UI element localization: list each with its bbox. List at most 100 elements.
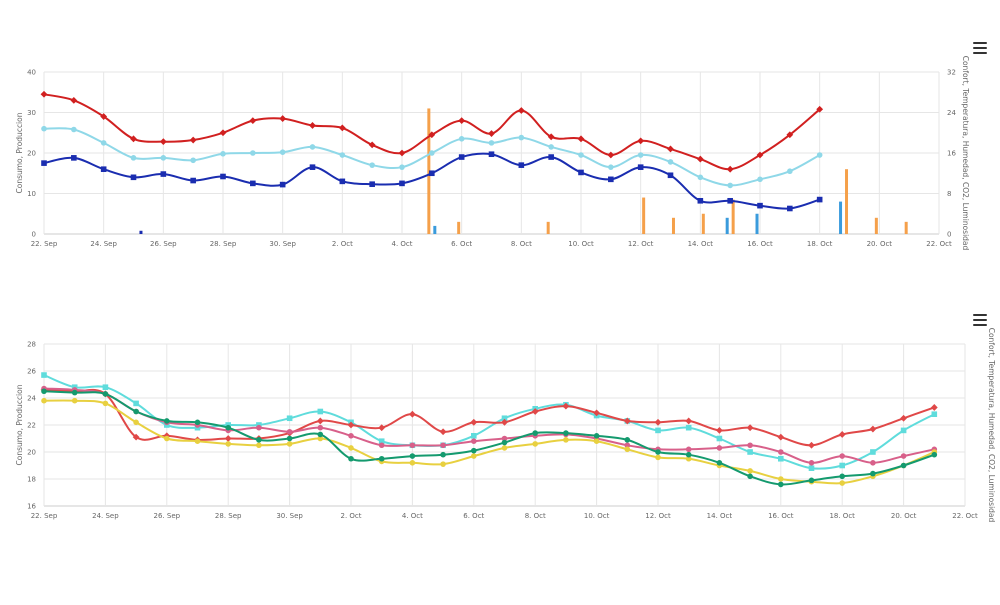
circle-marker [133,408,139,415]
diamond-marker [726,165,734,173]
x-tick-label: 12. Oct [628,240,654,248]
circle-marker [71,397,78,404]
bar [427,108,431,234]
circle-marker [194,438,201,444]
y-axis-title: Consumo, Produccion [15,384,24,465]
square-marker [309,164,316,170]
circle-marker [256,424,262,431]
circle-marker [655,454,661,461]
square-marker [727,197,733,204]
diamond-marker [756,151,764,159]
bar [725,217,729,234]
circle-marker [747,442,753,449]
circle-marker [548,144,554,150]
x-tick-label: 18. Oct [829,512,855,520]
y-tick-label: 24 [27,395,36,403]
x-tick-label: 8. Oct [511,240,532,248]
y-right-tick-label: 24 [947,109,956,117]
y-tick-label: 18 [27,476,36,484]
x-tick-label: 22. Sep [31,240,58,248]
circle-marker [279,149,286,155]
circle-marker [348,455,354,462]
circle-marker [286,428,293,435]
y-tick-label: 10 [27,190,36,198]
diamond-marker [517,107,525,114]
x-tick-label: 16. Oct [768,512,794,520]
diamond-marker [777,433,785,441]
circle-marker [220,151,226,157]
circle-marker [727,182,733,189]
square-marker [488,151,495,158]
square-marker [160,171,167,177]
diamond-marker [577,135,585,143]
diamond-marker [458,117,466,124]
diamond-marker [347,421,355,429]
hamburger-menu-icon[interactable] [973,42,987,54]
square-marker [369,181,375,187]
square-marker [548,154,554,160]
diamond-marker [488,130,495,137]
x-tick-label: 26. Sep [150,240,177,248]
square-marker [870,449,876,455]
circle-marker [624,442,631,449]
diamond-marker [100,113,108,120]
circle-marker [41,125,47,132]
bar [701,213,705,234]
x-tick-label: 10. Oct [584,512,610,520]
circle-marker [532,441,538,447]
square-marker [697,197,704,204]
diamond-marker [338,124,346,132]
y-tick-label: 16 [27,503,36,511]
circle-marker [501,435,508,442]
circle-marker [133,419,139,426]
circle-marker [440,461,446,467]
diamond-marker [667,145,674,153]
y-tick-label: 30 [27,109,36,117]
diamond-marker [593,409,600,417]
square-marker [518,162,525,168]
diamond-marker [654,418,662,426]
x-tick-label: 4. Oct [391,240,412,248]
circle-marker [778,481,784,488]
circle-marker [900,453,907,459]
square-marker [339,178,346,185]
square-marker [100,166,107,172]
square-marker [429,170,435,177]
series-line [43,399,935,485]
diamond-marker [808,441,815,449]
bar [755,213,759,234]
y-right-tick-label: 32 [947,69,956,77]
y-tick-label: 0 [32,231,36,239]
diamond-marker [746,424,754,432]
square-marker [787,205,793,212]
circle-marker [900,462,907,469]
circle-marker [808,460,815,466]
bar [731,199,735,234]
diamond-marker [470,418,478,426]
circle-marker [286,435,293,442]
square-marker [130,174,137,181]
circle-marker [716,460,723,466]
y-tick-label: 20 [27,150,36,158]
circle-marker [409,453,416,459]
circle-marker [409,442,416,449]
circle-marker [870,470,876,477]
circle-marker [532,430,538,436]
square-marker [655,427,661,434]
x-tick-label: 16. Oct [747,240,773,248]
diamond-marker [249,117,257,124]
x-tick-label: 26. Sep [154,512,181,520]
hamburger-menu-icon[interactable] [973,314,987,326]
circle-marker [256,442,262,449]
diamond-marker [159,138,167,146]
circle-marker [471,453,477,459]
circle-marker [685,446,692,453]
circle-marker [440,451,446,458]
circle-marker [839,473,845,480]
diamond-marker [930,404,938,411]
square-marker [458,154,465,160]
square-marker [578,169,584,176]
square-marker [250,180,256,187]
circle-marker [100,140,107,146]
